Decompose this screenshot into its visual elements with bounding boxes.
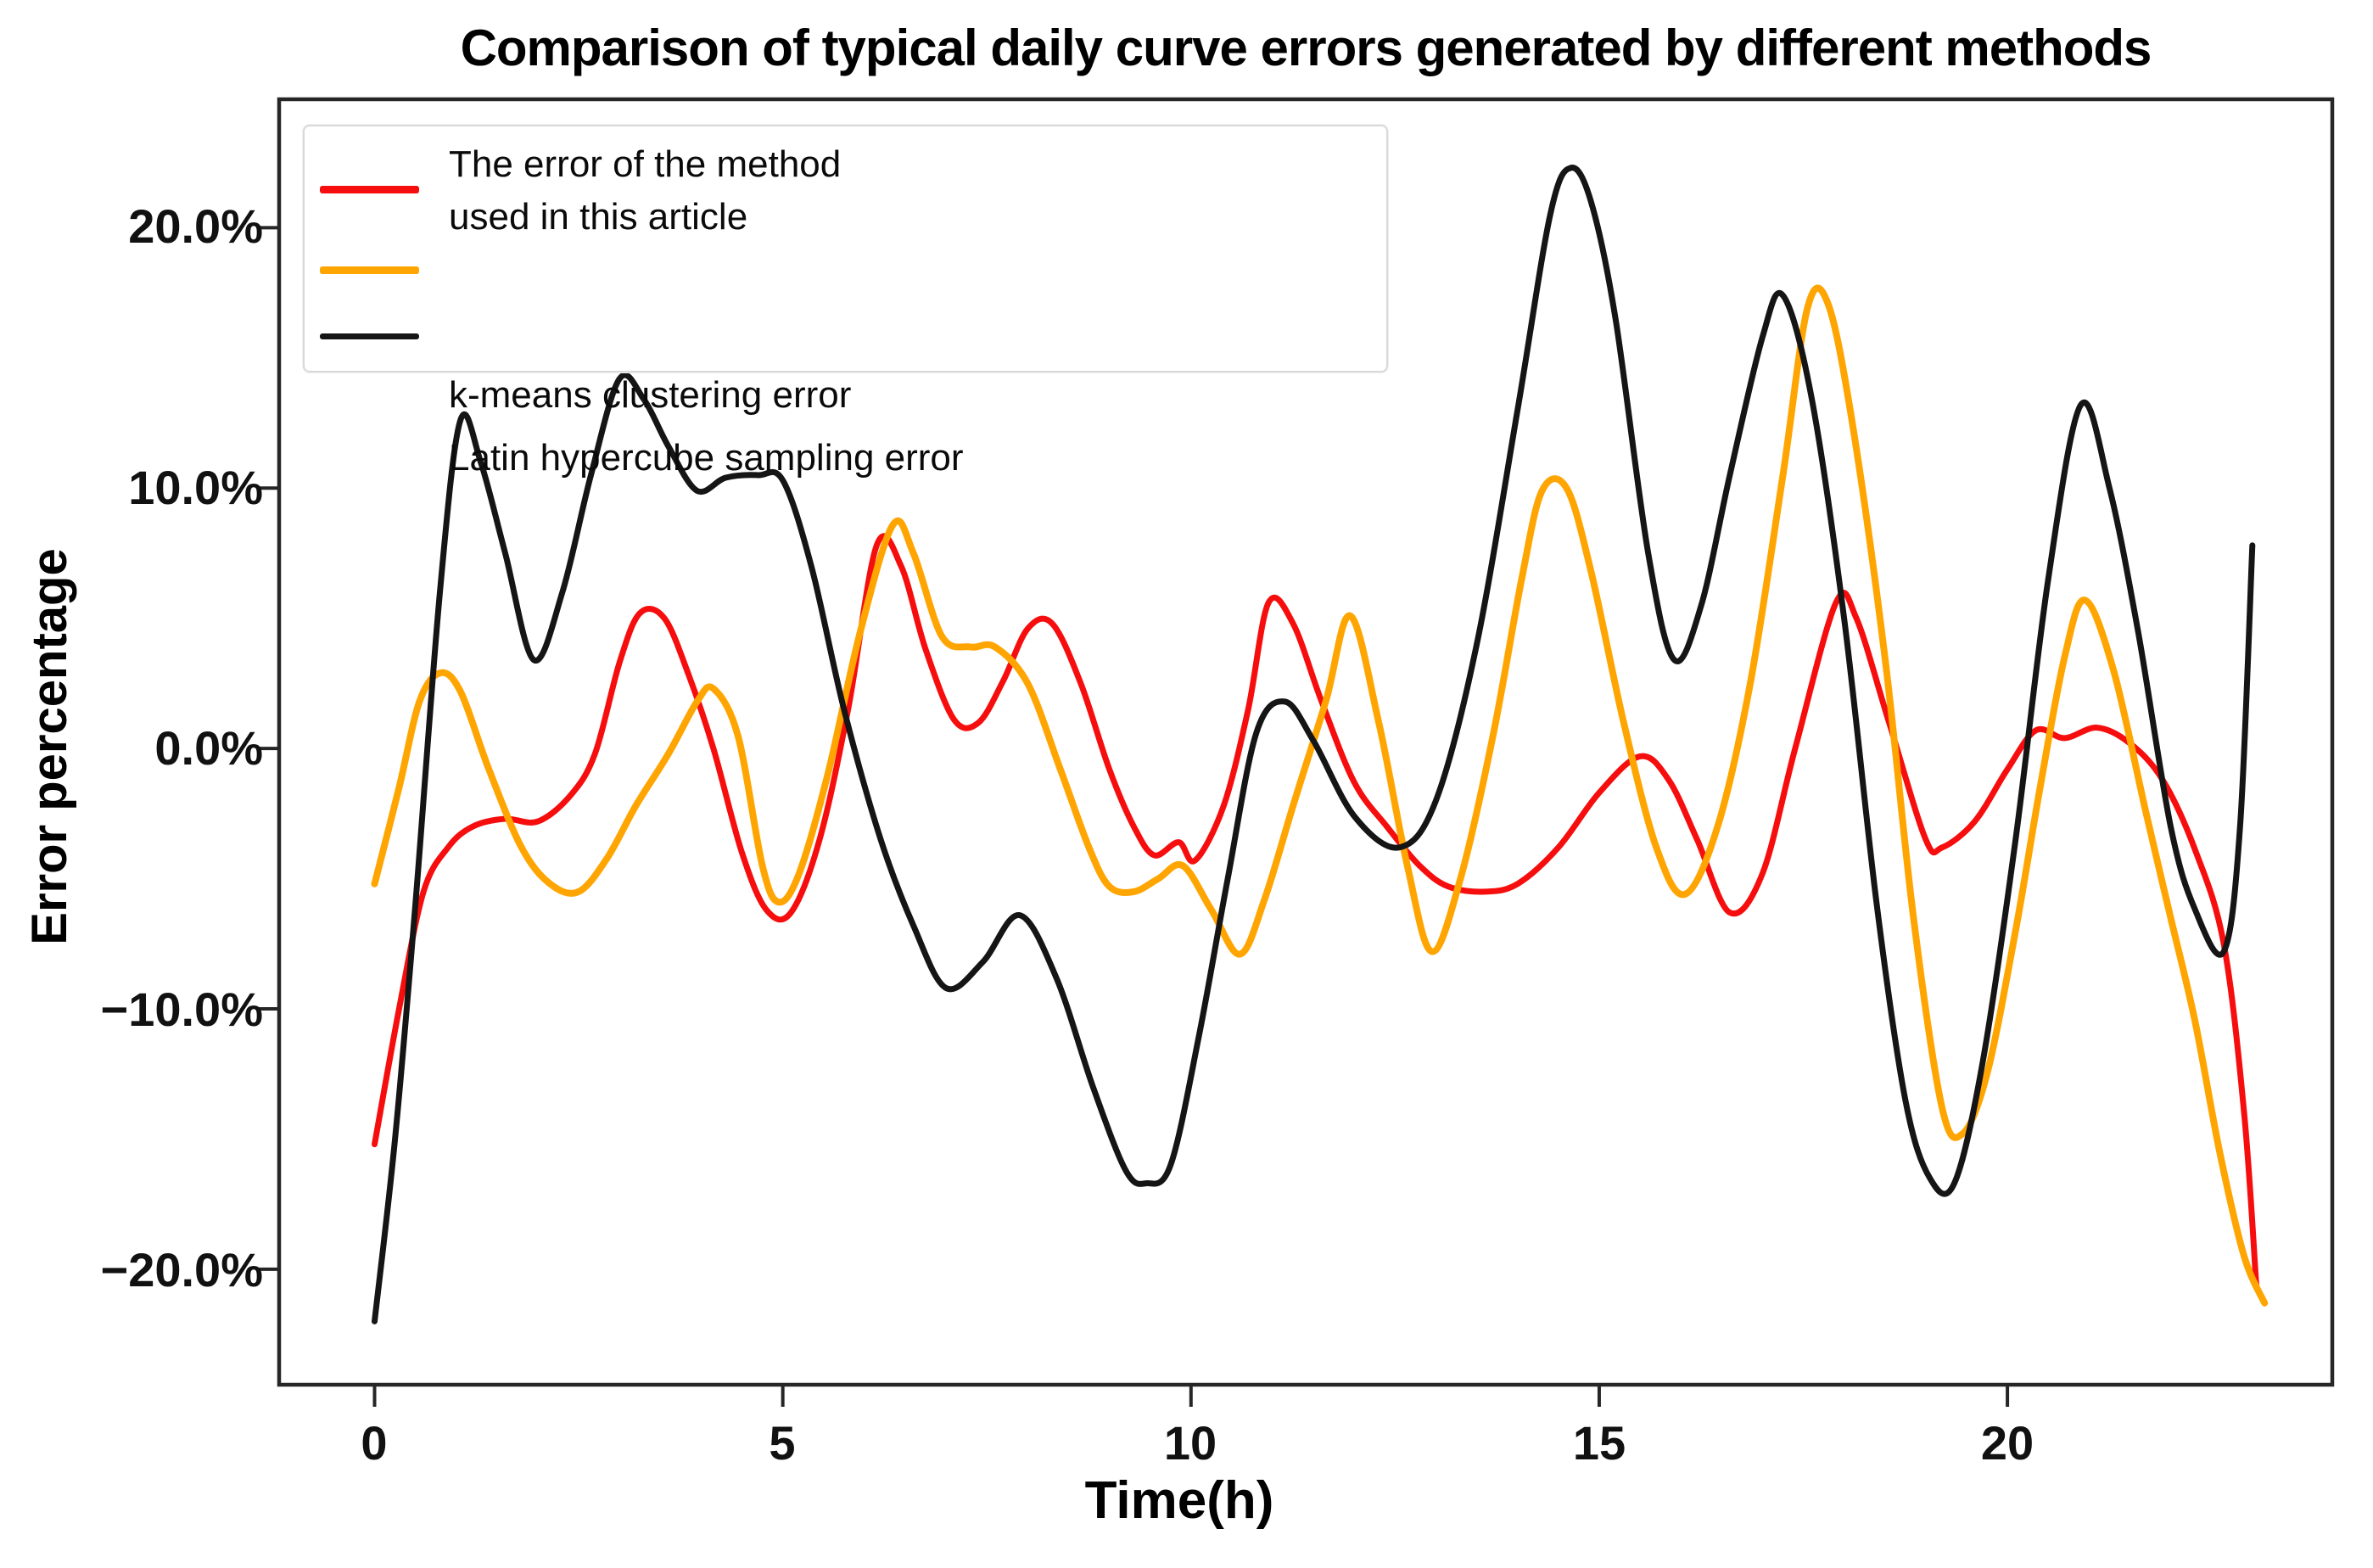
y-tick-label: 20.0% — [128, 199, 263, 253]
legend-label: Latin hypercube sampling error — [449, 437, 964, 479]
y-tick-label: 0.0% — [154, 721, 263, 775]
series-line-lhs — [372, 165, 2256, 1324]
x-tick-label: 20 — [1980, 1416, 2034, 1470]
series-line-article — [372, 533, 2260, 1291]
x-tick-label: 0 — [361, 1416, 388, 1470]
series-lines — [371, 165, 2269, 1324]
y-tick-label: 10.0% — [128, 461, 263, 514]
legend-label: The error of the method used in this art… — [449, 143, 842, 238]
x-tick-label: 10 — [1163, 1416, 1217, 1470]
y-tick-label: −10.0% — [100, 983, 264, 1036]
series-line-kmeans — [371, 284, 2269, 1307]
legend-swatch-kmeans — [320, 266, 419, 274]
plot-border — [277, 97, 2335, 1387]
legend-label: k-means clustering error — [449, 374, 852, 416]
y-tick-label: −20.0% — [100, 1243, 264, 1296]
x-tick-label: 15 — [1572, 1416, 1626, 1470]
chart-legend: The error of the method used in this art… — [303, 125, 1388, 479]
x-axis-label: Time(h) — [1084, 1471, 1274, 1530]
chart-title: Comparison of typical daily curve errors… — [460, 20, 2152, 76]
x-tick-label: 5 — [769, 1416, 796, 1470]
legend-swatch-article — [320, 186, 419, 193]
axis-ticks — [257, 226, 2010, 1407]
legend-swatch-lhs — [320, 333, 419, 339]
